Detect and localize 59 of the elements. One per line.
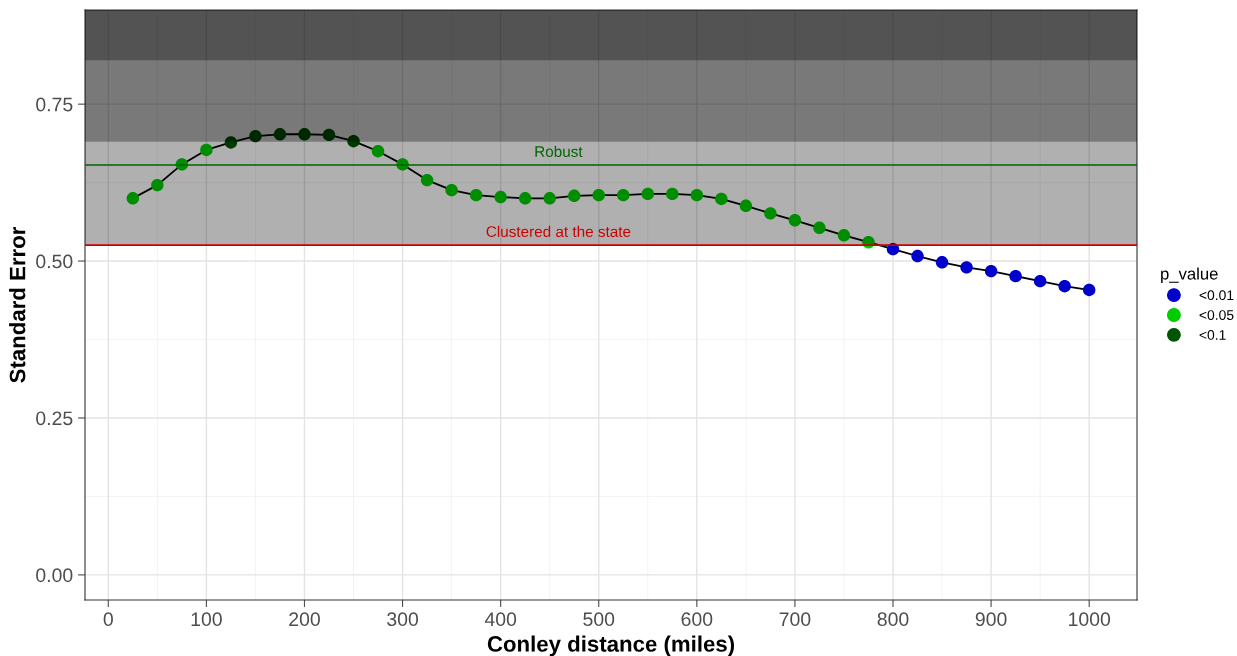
point bbox=[224, 136, 238, 149]
x-tick-label: 100 bbox=[191, 612, 222, 627]
point bbox=[617, 188, 630, 202]
point bbox=[1009, 269, 1022, 283]
point bbox=[1033, 274, 1047, 288]
x-tick-label: 0 bbox=[103, 612, 113, 627]
point bbox=[151, 178, 164, 192]
x-tick-label: 900 bbox=[975, 612, 1007, 627]
y-tick-label: 0.50 bbox=[36, 254, 73, 269]
x-tick-label: 400 bbox=[484, 612, 517, 627]
x-tick-label: 700 bbox=[779, 612, 811, 627]
y-tick-label: 0.25 bbox=[36, 411, 73, 426]
point bbox=[1058, 279, 1071, 293]
point bbox=[911, 249, 924, 263]
x-tick-label: 500 bbox=[583, 612, 615, 627]
y-axis-title: Standard Error bbox=[9, 226, 26, 383]
point bbox=[543, 192, 556, 205]
point bbox=[1082, 283, 1096, 297]
point bbox=[249, 129, 262, 143]
point bbox=[371, 145, 385, 158]
legend-label: <0.1 bbox=[1199, 330, 1226, 340]
point bbox=[984, 264, 998, 278]
point bbox=[445, 183, 458, 197]
point bbox=[126, 192, 140, 205]
point bbox=[469, 188, 483, 202]
point bbox=[715, 192, 728, 206]
point bbox=[788, 214, 802, 227]
point bbox=[273, 128, 287, 141]
legend-label: <0.01 bbox=[1199, 290, 1234, 301]
x-tick-label: 800 bbox=[877, 612, 909, 627]
point bbox=[837, 229, 851, 242]
point bbox=[494, 190, 507, 204]
x-tick-label: 1000 bbox=[1069, 612, 1111, 627]
x-axis-title: Conley distance (miles) bbox=[487, 635, 735, 656]
ref-line-label: Robust bbox=[535, 145, 583, 157]
point bbox=[960, 261, 973, 274]
point bbox=[420, 173, 434, 187]
point bbox=[935, 256, 949, 269]
legend-label: <0.05 bbox=[1199, 310, 1234, 320]
point bbox=[641, 187, 654, 201]
point bbox=[739, 199, 753, 213]
x-tick-label: 600 bbox=[681, 612, 713, 627]
point bbox=[666, 187, 679, 201]
y-tick-label: 0.75 bbox=[36, 97, 73, 112]
x-tick-label: 200 bbox=[289, 612, 320, 627]
y-tick-label: 0.00 bbox=[36, 568, 73, 583]
point bbox=[322, 128, 336, 142]
ref-line-label: Clustered at the state bbox=[486, 225, 631, 238]
point bbox=[568, 189, 581, 202]
legend-title: p_value bbox=[1161, 267, 1218, 283]
point bbox=[200, 143, 213, 157]
point bbox=[347, 134, 360, 148]
x-tick-label: 300 bbox=[387, 612, 419, 627]
point bbox=[813, 221, 826, 235]
point bbox=[764, 207, 777, 220]
point bbox=[298, 128, 311, 141]
point bbox=[690, 188, 704, 202]
point bbox=[592, 188, 605, 202]
point bbox=[518, 192, 532, 205]
